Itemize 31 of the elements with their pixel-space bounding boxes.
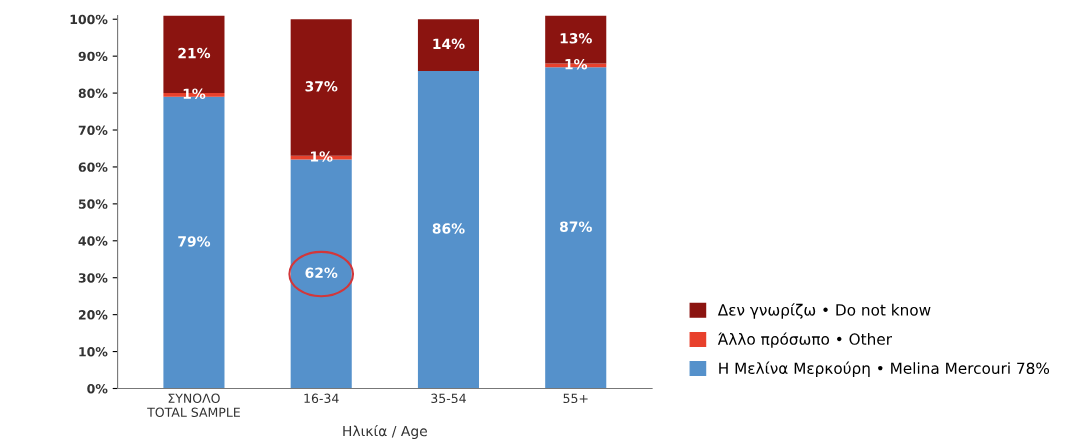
x-tick-label: 35-54 — [431, 393, 466, 404]
y-tick-label: 30% — [78, 273, 108, 283]
y-tick-label: 50% — [78, 199, 108, 209]
legend-label: Άλλο πρόσωπο • Other — [717, 332, 892, 348]
x-tick-label: 16-34 — [304, 393, 339, 404]
x-tick-label: 55+ — [563, 393, 588, 404]
data-label: 37% — [305, 81, 338, 92]
data-label: 14% — [433, 38, 465, 50]
data-label: 1% — [183, 88, 206, 99]
data-label: 1% — [310, 151, 333, 162]
x-tick-label: ΣΥΝΟΛΟ TOTAL SAMPLE — [147, 393, 240, 418]
bar — [417, 19, 480, 71]
y-tick-label: 60% — [78, 162, 108, 172]
y-tick-label: 70% — [78, 125, 108, 135]
y-tick-label: 10% — [79, 347, 108, 357]
data-label: 13% — [560, 33, 592, 44]
x-axis-title: Ηλικία / Age — [343, 425, 427, 440]
data-label: 62% — [305, 267, 338, 279]
data-label: 21% — [178, 47, 211, 59]
y-tick-label: 40% — [78, 236, 108, 246]
data-label: 86% — [432, 223, 465, 234]
y-tick-label: 80% — [78, 88, 108, 99]
legend-label: Η Μελίνα Μερκούρη • Melina Mercouri 78% — [719, 361, 1050, 377]
y-tick-label: 20% — [78, 310, 108, 320]
bar — [417, 70, 480, 389]
data-label: 79% — [178, 236, 211, 247]
y-tick-label: 100% — [70, 14, 108, 25]
data-label: 87% — [559, 221, 592, 232]
y-tick-label: 90% — [78, 51, 108, 62]
legend-label: Δεν γνωρίζω • Do not know — [717, 303, 931, 319]
y-tick-label: 0% — [87, 383, 108, 394]
